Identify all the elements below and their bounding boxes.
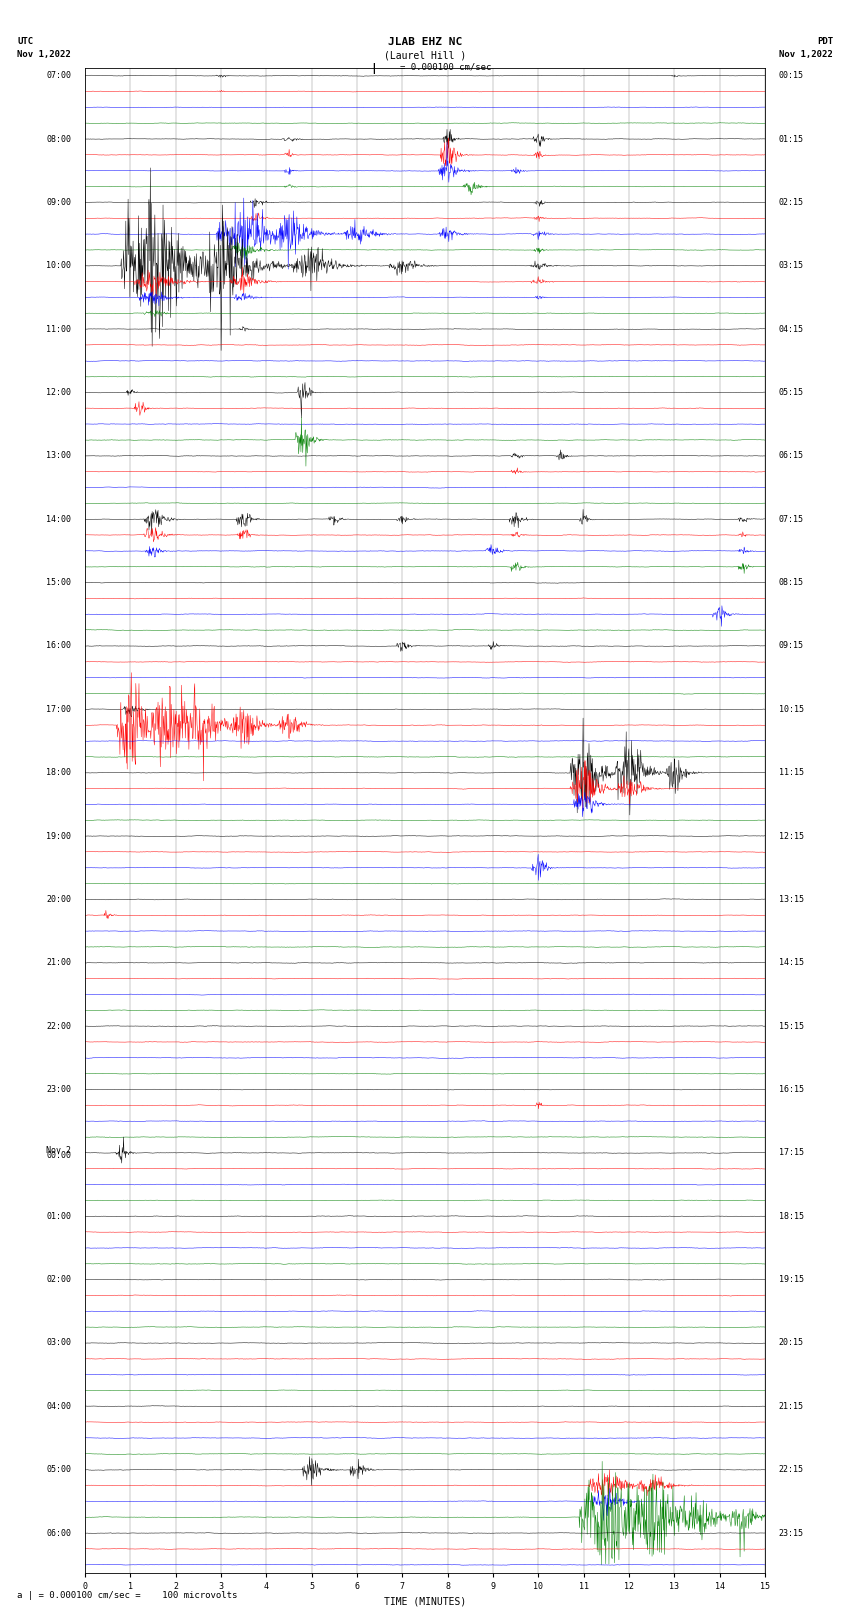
Text: 18:00: 18:00 [47, 768, 71, 777]
Text: 14:00: 14:00 [47, 515, 71, 524]
Text: 23:00: 23:00 [47, 1086, 71, 1094]
Text: a | = 0.000100 cm/sec =    100 microvolts: a | = 0.000100 cm/sec = 100 microvolts [17, 1590, 237, 1600]
Text: 11:00: 11:00 [47, 324, 71, 334]
Text: 00:00: 00:00 [47, 1150, 71, 1160]
Text: 03:15: 03:15 [779, 261, 803, 271]
Text: 18:15: 18:15 [779, 1211, 803, 1221]
Text: Nov 1,2022: Nov 1,2022 [779, 50, 833, 60]
Text: 06:00: 06:00 [47, 1529, 71, 1537]
Text: 15:00: 15:00 [47, 577, 71, 587]
Text: |: | [371, 63, 377, 74]
Text: 12:00: 12:00 [47, 389, 71, 397]
Text: 12:15: 12:15 [779, 832, 803, 840]
Text: 01:00: 01:00 [47, 1211, 71, 1221]
Text: 08:15: 08:15 [779, 577, 803, 587]
Text: 17:00: 17:00 [47, 705, 71, 715]
Text: 11:15: 11:15 [779, 768, 803, 777]
Text: 23:15: 23:15 [779, 1529, 803, 1537]
Text: 02:15: 02:15 [779, 198, 803, 206]
Text: PDT: PDT [817, 37, 833, 47]
Text: 10:15: 10:15 [779, 705, 803, 715]
X-axis label: TIME (MINUTES): TIME (MINUTES) [384, 1597, 466, 1607]
Text: 04:00: 04:00 [47, 1402, 71, 1411]
Text: 14:15: 14:15 [779, 958, 803, 968]
Text: 13:00: 13:00 [47, 452, 71, 460]
Text: 08:00: 08:00 [47, 134, 71, 144]
Text: 17:15: 17:15 [779, 1148, 803, 1158]
Text: 03:00: 03:00 [47, 1339, 71, 1347]
Text: 05:00: 05:00 [47, 1465, 71, 1474]
Text: 22:00: 22:00 [47, 1021, 71, 1031]
Text: 04:15: 04:15 [779, 324, 803, 334]
Text: 19:15: 19:15 [779, 1276, 803, 1284]
Text: 06:15: 06:15 [779, 452, 803, 460]
Text: UTC: UTC [17, 37, 33, 47]
Text: = 0.000100 cm/sec: = 0.000100 cm/sec [400, 63, 490, 73]
Text: Nov 2: Nov 2 [47, 1145, 71, 1155]
Text: 02:00: 02:00 [47, 1276, 71, 1284]
Text: 01:15: 01:15 [779, 134, 803, 144]
Text: 20:15: 20:15 [779, 1339, 803, 1347]
Text: 09:00: 09:00 [47, 198, 71, 206]
Text: Nov 1,2022: Nov 1,2022 [17, 50, 71, 60]
Text: 09:15: 09:15 [779, 642, 803, 650]
Text: 21:00: 21:00 [47, 958, 71, 968]
Text: 22:15: 22:15 [779, 1465, 803, 1474]
Text: 21:15: 21:15 [779, 1402, 803, 1411]
Text: 16:00: 16:00 [47, 642, 71, 650]
Text: 07:15: 07:15 [779, 515, 803, 524]
Text: 05:15: 05:15 [779, 389, 803, 397]
Text: 16:15: 16:15 [779, 1086, 803, 1094]
Text: (Laurel Hill ): (Laurel Hill ) [384, 50, 466, 60]
Text: 10:00: 10:00 [47, 261, 71, 271]
Text: 20:00: 20:00 [47, 895, 71, 903]
Text: 13:15: 13:15 [779, 895, 803, 903]
Text: JLAB EHZ NC: JLAB EHZ NC [388, 37, 462, 47]
Text: 00:15: 00:15 [779, 71, 803, 81]
Text: 19:00: 19:00 [47, 832, 71, 840]
Text: 07:00: 07:00 [47, 71, 71, 81]
Text: 15:15: 15:15 [779, 1021, 803, 1031]
